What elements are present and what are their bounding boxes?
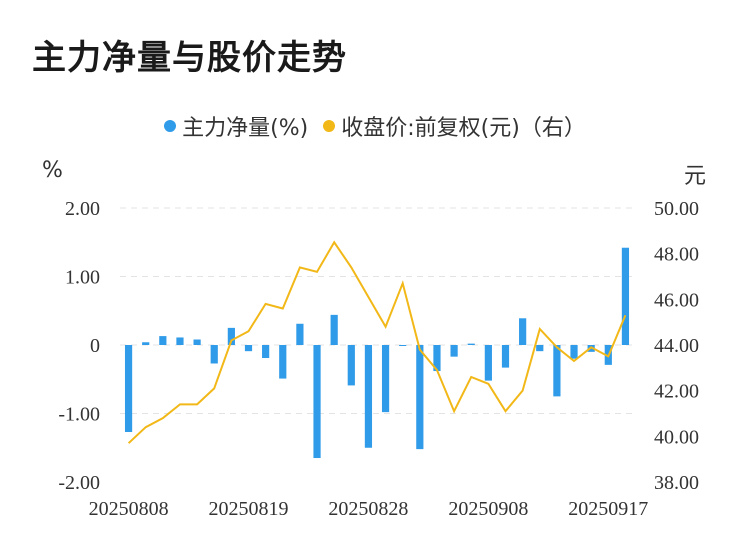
net-flow-bar[interactable]: [433, 345, 441, 372]
x-axis-ticks: 20250808 20250819 20250828 20250908 20250917: [89, 498, 649, 520]
net-flow-bar[interactable]: [536, 345, 544, 352]
net-flow-bar[interactable]: [553, 345, 561, 397]
net-flow-bar[interactable]: [142, 342, 150, 345]
legend-item-close-price[interactable]: 收盘价:前复权(元)（右）: [323, 110, 586, 142]
net-flow-bar[interactable]: [159, 336, 167, 345]
right-y-tick-label: 44.00: [654, 335, 699, 357]
left-y-tick-label: 2.00: [65, 198, 100, 220]
left-y-tick-label: 0: [90, 335, 100, 357]
net-flow-bar[interactable]: [193, 339, 201, 345]
net-flow-bar[interactable]: [364, 345, 373, 448]
close-price-line[interactable]: [127, 240, 627, 444]
net-flow-bars: [124, 247, 630, 459]
net-flow-bar[interactable]: [124, 345, 133, 432]
right-y-tick-label: 40.00: [654, 426, 699, 448]
net-flow-bar[interactable]: [347, 345, 355, 386]
net-flow-bar[interactable]: [279, 345, 287, 379]
right-y-tick-label: 50.00: [654, 198, 699, 220]
right-y-axis-ticks: 50.00 48.00 46.00 44.00 42.00 40.00 38.00: [654, 198, 699, 494]
net-flow-bar[interactable]: [484, 345, 492, 381]
net-flow-bar[interactable]: [416, 345, 424, 450]
right-y-tick-label: 48.00: [654, 244, 699, 266]
net-flow-bar[interactable]: [570, 345, 578, 359]
right-y-tick-label: 42.00: [654, 381, 699, 403]
net-flow-bar[interactable]: [244, 345, 253, 352]
net-flow-bar[interactable]: [467, 343, 475, 345]
net-flow-bar[interactable]: [262, 345, 270, 359]
close-price-line-group: [127, 240, 627, 444]
chart-legend: 主力净量(%) 收盘价:前复权(元)（右）: [0, 110, 750, 142]
net-flow-bar[interactable]: [519, 318, 527, 345]
net-flow-bar[interactable]: [501, 345, 510, 368]
legend-dot-blue: [164, 120, 177, 132]
net-flow-bar[interactable]: [313, 345, 321, 459]
net-flow-bar[interactable]: [621, 247, 630, 345]
net-flow-bar[interactable]: [176, 337, 184, 345]
x-tick-label: 20250908: [448, 498, 528, 520]
net-flow-bar[interactable]: [227, 327, 235, 345]
legend-item-net-flow[interactable]: 主力净量(%): [164, 110, 308, 142]
legend-label-close-price: 收盘价:前复权(元)（右）: [341, 116, 586, 141]
grid-lines: [120, 207, 634, 414]
chart-title: 主力净量与股价走势: [32, 38, 347, 78]
net-flow-bar[interactable]: [450, 345, 458, 357]
net-flow-bar[interactable]: [381, 345, 390, 413]
left-y-axis-ticks: 2.00 1.00 0 -1.00 -2.00: [58, 198, 100, 494]
x-tick-label: 20250917: [568, 498, 648, 520]
right-y-tick-label: 46.00: [654, 289, 699, 311]
net-flow-bar[interactable]: [210, 345, 218, 364]
net-flow-bar[interactable]: [399, 345, 407, 346]
left-y-tick-label: 1.00: [65, 267, 100, 289]
net-flow-bar[interactable]: [330, 314, 338, 345]
x-tick-label: 20250819: [209, 498, 289, 520]
right-y-tick-label: 38.00: [654, 472, 699, 494]
x-tick-label: 20250808: [89, 498, 169, 520]
right-axis-unit: 元: [684, 164, 707, 189]
legend-label-net-flow: 主力净量(%): [182, 116, 309, 141]
left-y-tick-label: -1.00: [58, 404, 100, 426]
left-y-tick-label: -2.00: [58, 472, 100, 494]
net-flow-bar[interactable]: [296, 323, 304, 345]
x-tick-label: 20250828: [328, 498, 408, 520]
legend-dot-yellow: [323, 120, 336, 132]
left-axis-unit: %: [42, 158, 63, 183]
